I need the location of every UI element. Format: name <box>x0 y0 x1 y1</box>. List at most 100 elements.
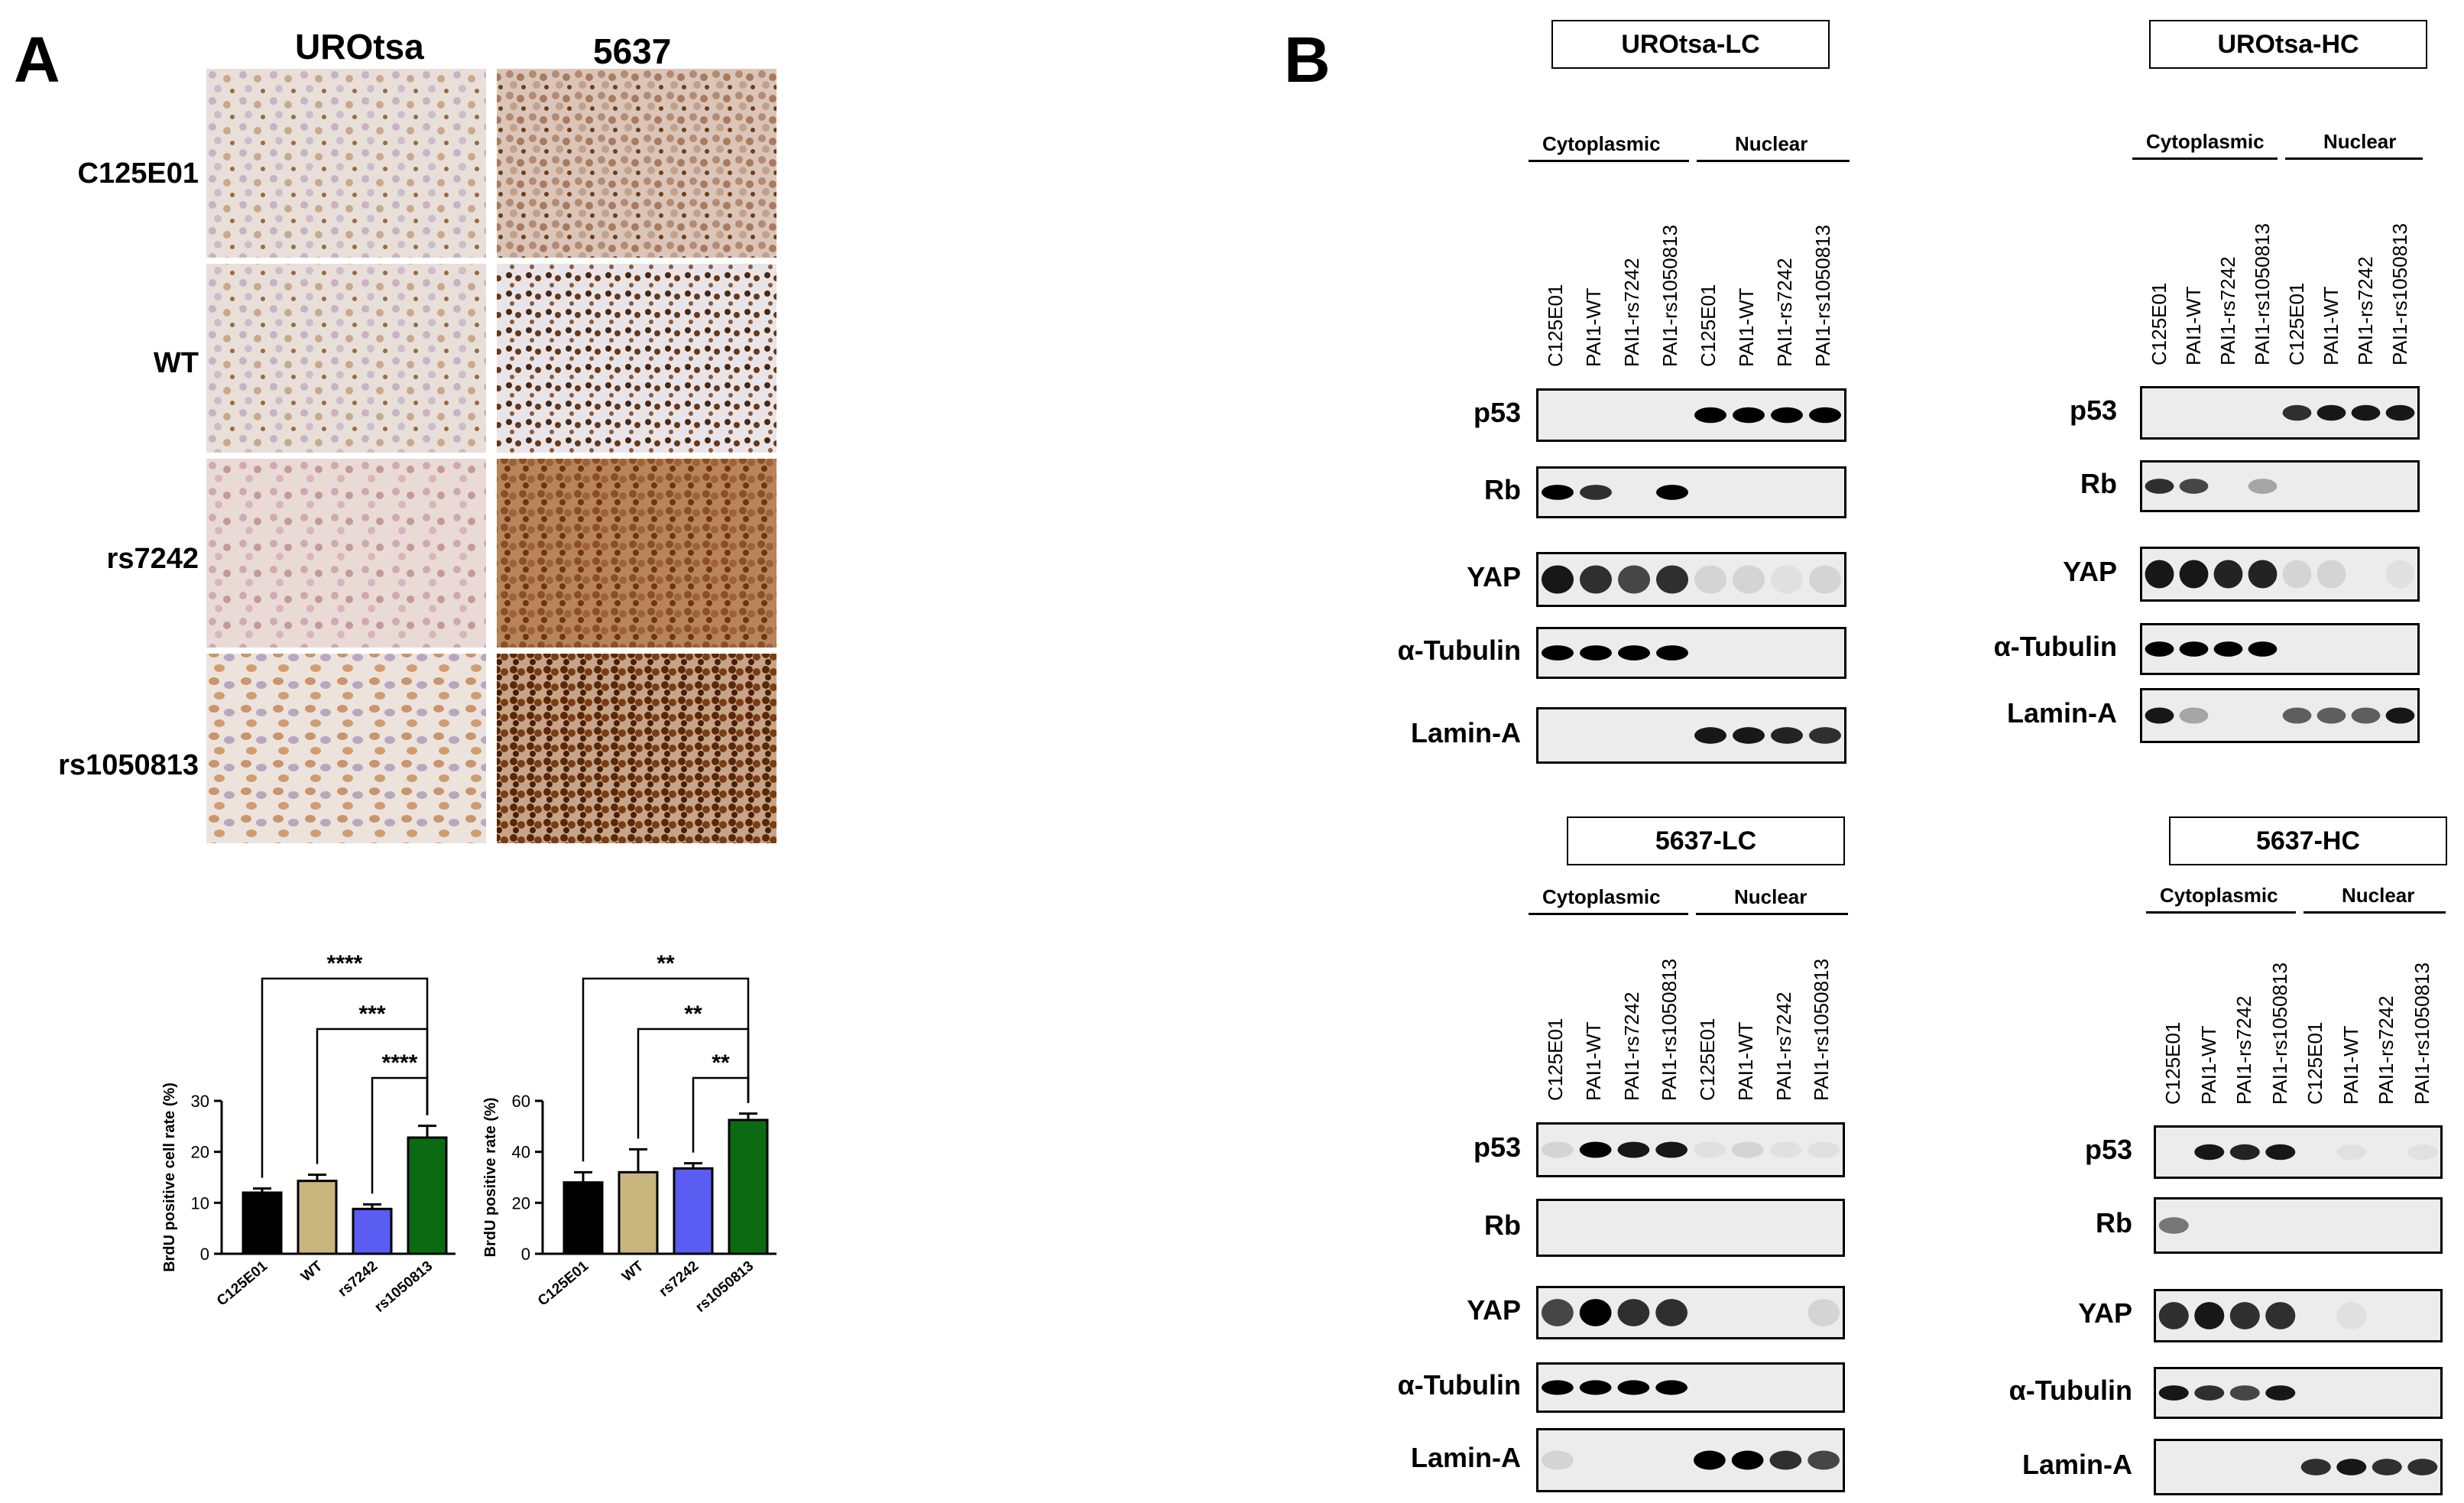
band <box>2265 1144 2296 1161</box>
y-tick-label: 0 <box>200 1245 209 1264</box>
band <box>1694 407 1726 424</box>
category-label: rs1050813 <box>371 1258 436 1316</box>
blot-strip <box>1536 388 1846 442</box>
column-header-urotsa: UROtsa <box>295 27 424 67</box>
lane-label: PAI1-rs1050813 <box>2268 963 2291 1105</box>
band <box>2265 1302 2296 1329</box>
band <box>1655 1380 1688 1395</box>
band <box>1771 727 1803 744</box>
category-label: rs7242 <box>657 1258 702 1300</box>
band <box>1733 565 1765 594</box>
y-tick-label: 60 <box>512 1092 530 1111</box>
band <box>2145 479 2174 494</box>
panel-a-letter: A <box>14 24 60 96</box>
micrograph-5637-wt <box>497 264 776 453</box>
blot-strip <box>2154 1367 2443 1419</box>
blot-strip <box>1536 1199 1845 1257</box>
blot-title: 5637-LC <box>1567 816 1845 865</box>
bar <box>728 1118 769 1255</box>
significance-label: *** <box>358 1001 385 1027</box>
band <box>2158 1385 2189 1401</box>
band <box>1618 645 1650 661</box>
band <box>1807 1299 1840 1326</box>
micrograph-5637-rs7242 <box>497 459 776 648</box>
band <box>1733 727 1765 744</box>
micrograph-5637-rs1050813 <box>497 654 776 843</box>
band <box>1809 565 1841 594</box>
fraction-label-nuclear: Nuclear <box>1735 132 1808 155</box>
protein-label: α-Tubulin <box>1993 631 2117 662</box>
fraction-label-cytoplasmic: Cytoplasmic <box>2146 130 2265 153</box>
band <box>1771 565 1803 594</box>
band <box>2372 1459 2402 1475</box>
significance-label: ** <box>657 951 675 976</box>
band <box>1541 1380 1574 1395</box>
band <box>2336 1459 2367 1475</box>
lane-label: PAI1-WT <box>1581 1021 1605 1101</box>
protein-label: YAP <box>1467 561 1521 592</box>
fraction-label-nuclear: Nuclear <box>2342 884 2415 907</box>
band <box>1807 1141 1840 1158</box>
fraction-divider-line <box>2146 911 2296 914</box>
band <box>1618 565 1650 594</box>
significance-label: **** <box>327 951 363 976</box>
protein-label: Lamin-A <box>2022 1449 2132 1480</box>
y-tick-label: 40 <box>512 1143 530 1162</box>
blot-strip <box>1536 707 1846 764</box>
band <box>1809 407 1841 424</box>
y-tick-label: 30 <box>191 1092 209 1111</box>
micrograph-urotsa-rs7242 <box>206 459 486 648</box>
band <box>2385 404 2415 421</box>
blot-strip <box>2154 1439 2443 1495</box>
protein-label: YAP <box>2063 556 2117 587</box>
protein-label: Lamin-A <box>1411 717 1521 748</box>
fraction-divider-line <box>1529 160 1689 162</box>
bar <box>242 1191 283 1255</box>
band <box>2282 404 2312 421</box>
band <box>2407 1459 2438 1475</box>
fraction-divider-line <box>2132 157 2278 160</box>
category-label: WT <box>298 1258 326 1284</box>
fraction-divider-line <box>1697 160 1850 162</box>
protein-label: Rb <box>2080 468 2117 499</box>
fraction-divider-line <box>2304 911 2446 914</box>
band <box>1617 1141 1650 1158</box>
category-label: C125E01 <box>535 1258 592 1309</box>
fraction-divider-line <box>1529 913 1688 915</box>
blot-strip <box>2140 386 2420 440</box>
protein-label: Lamin-A <box>1411 1442 1521 1473</box>
protein-label: p53 <box>2084 1134 2132 1165</box>
fraction-label-cytoplasmic: Cytoplasmic <box>2160 884 2278 907</box>
bar <box>297 1180 338 1255</box>
significance-bracket: *** <box>316 1001 429 1164</box>
blot-title: UROtsa-HC <box>2149 20 2427 69</box>
blot-strip <box>1536 552 1846 607</box>
blot-strip <box>2154 1289 2443 1342</box>
protein-label: YAP <box>2078 1297 2132 1329</box>
bar <box>352 1207 393 1255</box>
lane-label: PAI1-rs7242 <box>1619 992 1643 1101</box>
micrograph-urotsa-rs1050813 <box>206 654 486 843</box>
lane-label: C125E01 <box>1544 284 1567 367</box>
protein-label: α-Tubulin <box>1397 1369 1521 1401</box>
y-axis-label: BrdU positive rate (%) <box>482 1098 499 1258</box>
blot-strip <box>1536 1122 1845 1177</box>
band <box>2158 1302 2189 1329</box>
bar <box>673 1167 714 1255</box>
band <box>2316 707 2346 724</box>
lane-label: PAI1-rs1050813 <box>2388 223 2411 365</box>
band <box>2229 1144 2260 1161</box>
band <box>1617 1299 1650 1326</box>
lane-label: PAI1-rs7242 <box>1773 258 1796 367</box>
blot-strip <box>1536 1362 1845 1413</box>
fraction-divider-line <box>2285 157 2423 160</box>
band <box>2213 560 2243 589</box>
significance-bracket: **** <box>371 1050 429 1194</box>
band <box>1771 407 1803 424</box>
category-label: rs1050813 <box>692 1258 757 1316</box>
band <box>1656 565 1688 594</box>
lane-label: PAI1-WT <box>1582 287 1605 367</box>
blot-title: 5637-HC <box>2169 816 2447 865</box>
band <box>1733 407 1765 424</box>
band <box>1731 1450 1764 1470</box>
